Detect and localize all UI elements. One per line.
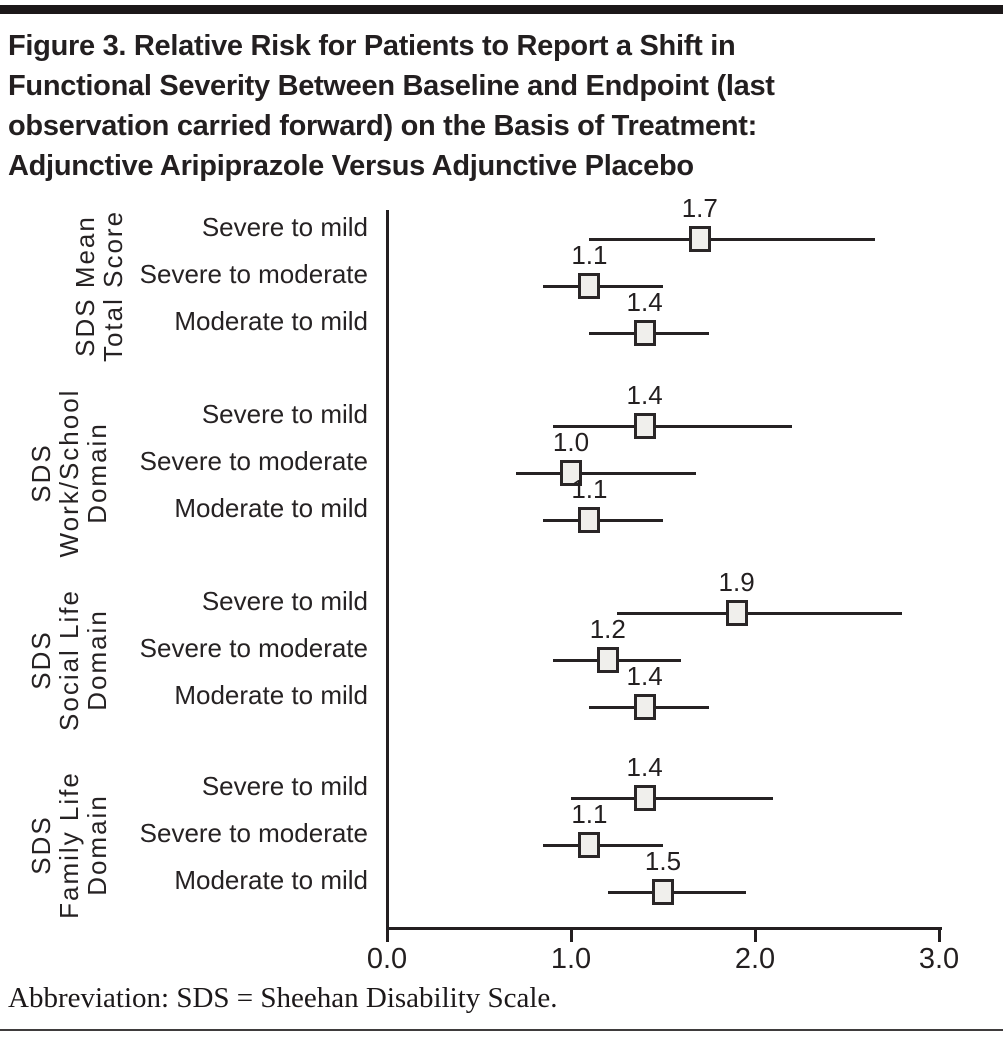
row-label: Moderate to mild xyxy=(174,306,368,336)
point-estimate-marker xyxy=(633,320,656,346)
abbreviation-footnote: Abbreviation: SDS = Sheehan Disability S… xyxy=(8,982,558,1014)
x-axis-tick-label: 3.0 xyxy=(918,943,960,975)
figure-title-line: Adjunctive Aripiprazole Versus Adjunctiv… xyxy=(8,150,694,182)
point-estimate-marker xyxy=(560,460,582,486)
point-estimate-marker xyxy=(578,273,601,299)
point-estimate-marker xyxy=(652,879,674,905)
x-axis-tick xyxy=(569,930,573,942)
x-axis-tick xyxy=(937,930,941,942)
value-label: 1.4 xyxy=(626,380,663,410)
value-label: 1.1 xyxy=(571,240,608,270)
row-label: Severe to moderate xyxy=(139,633,368,663)
point-estimate-marker xyxy=(633,694,656,720)
value-label: 1.5 xyxy=(644,846,682,876)
row-label: Severe to moderate xyxy=(139,259,368,289)
row-label: Moderate to mild xyxy=(174,493,368,523)
value-label: 1.0 xyxy=(552,427,590,457)
value-label: 1.7 xyxy=(681,193,718,223)
top-rule xyxy=(0,5,1003,14)
value-label: 1.4 xyxy=(626,752,663,782)
y-axis-line xyxy=(385,210,389,930)
confidence-interval-line xyxy=(552,424,792,428)
value-label: 1.4 xyxy=(626,661,663,691)
row-label: Severe to mild xyxy=(201,212,368,242)
row-label: Severe to mild xyxy=(201,586,368,616)
x-axis-line xyxy=(385,927,942,930)
row-label: Severe to moderate xyxy=(139,446,368,476)
confidence-interval-line xyxy=(571,796,774,800)
row-label: Severe to mild xyxy=(201,399,368,429)
value-label: 1.4 xyxy=(626,287,663,317)
confidence-interval-line xyxy=(589,237,875,241)
point-estimate-marker xyxy=(578,507,601,533)
row-label: Moderate to mild xyxy=(174,680,368,710)
row-label: Severe to moderate xyxy=(139,818,368,848)
value-label: 1.1 xyxy=(571,799,608,829)
x-axis-tick xyxy=(753,930,757,942)
x-axis-tick-label: 0.0 xyxy=(366,943,408,975)
figure-title-line: Figure 3. Relative Risk for Patients to … xyxy=(8,30,736,62)
value-label: 1.2 xyxy=(589,614,626,644)
row-label: Moderate to mild xyxy=(174,865,368,895)
x-axis-tick-label: 2.0 xyxy=(734,943,776,975)
row-label: Severe to mild xyxy=(201,771,368,801)
point-estimate-marker xyxy=(688,226,711,252)
figure-title-line: observation carried forward) on the Basi… xyxy=(8,110,757,142)
x-axis-tick-label: 1.0 xyxy=(550,943,592,975)
confidence-interval-line xyxy=(543,843,663,847)
confidence-interval-line xyxy=(607,890,746,894)
bottom-rule xyxy=(0,1029,1003,1031)
point-estimate-marker xyxy=(578,832,601,858)
value-label: 1.1 xyxy=(571,474,608,504)
value-label: 1.9 xyxy=(718,567,755,597)
point-estimate-marker xyxy=(633,785,656,811)
point-estimate-marker xyxy=(633,413,656,439)
confidence-interval-line xyxy=(543,518,663,522)
confidence-interval-line xyxy=(543,284,663,288)
figure-title: Figure 3. Relative Risk for Patients to … xyxy=(8,26,1003,186)
point-estimate-marker xyxy=(725,600,748,626)
confidence-interval-line xyxy=(515,471,697,475)
figure-title-line: Functional Severity Between Baseline and… xyxy=(8,70,775,102)
x-axis-tick xyxy=(385,930,389,942)
point-estimate-marker xyxy=(596,647,619,673)
confidence-interval-line xyxy=(617,611,903,615)
